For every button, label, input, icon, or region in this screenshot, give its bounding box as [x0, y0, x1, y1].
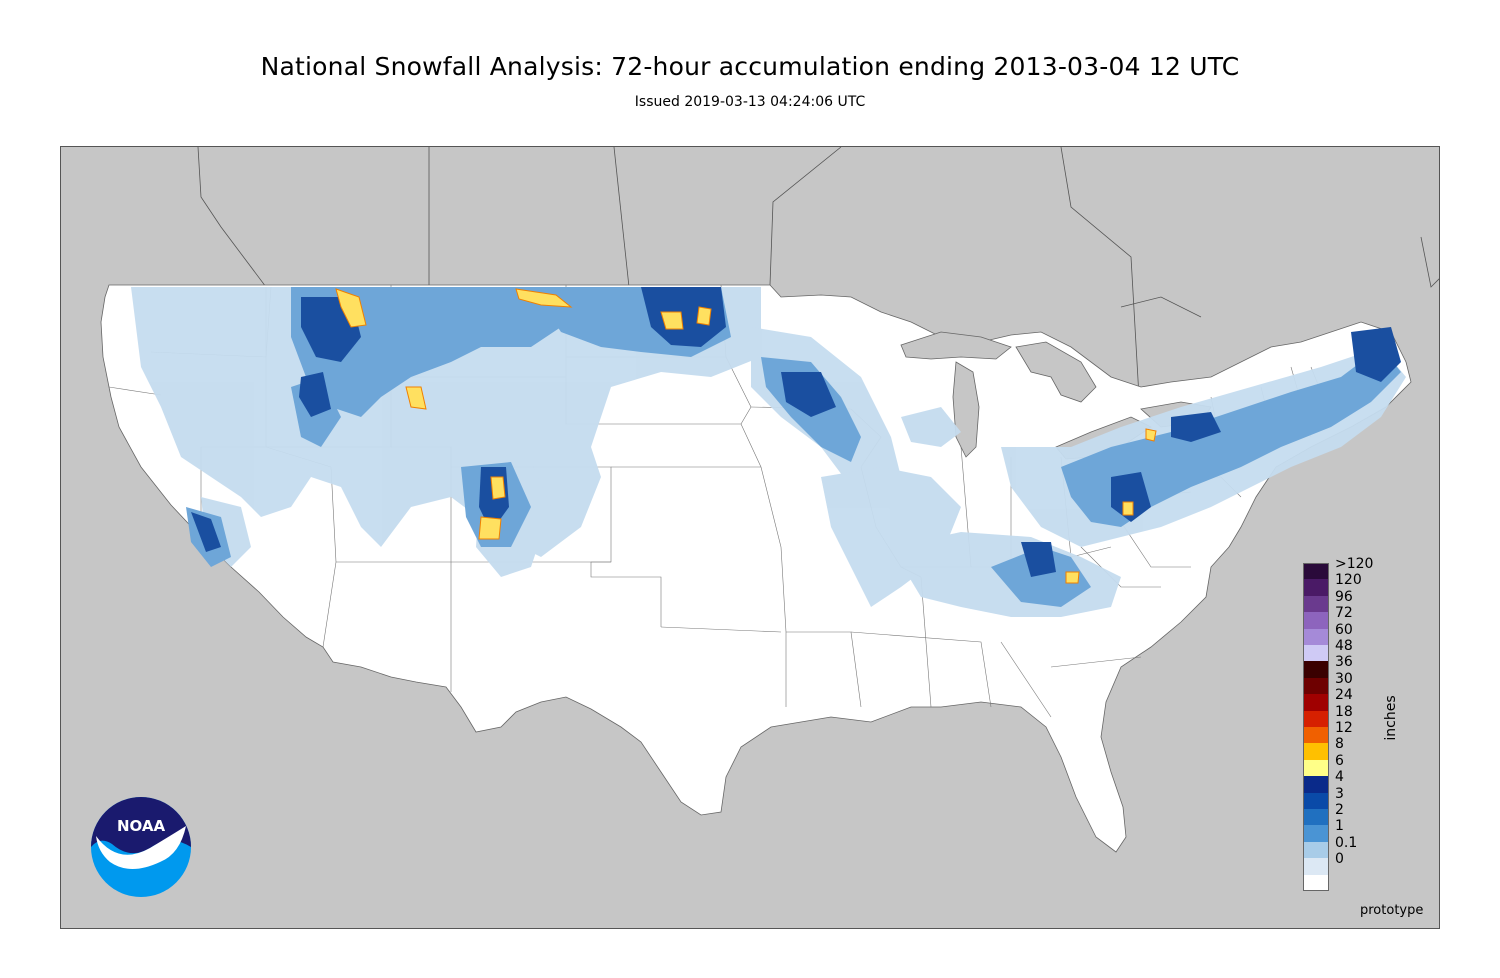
noaa-logo-icon: NOAA [91, 797, 191, 897]
legend-label: 0.1 [1335, 834, 1358, 851]
legend-label: >120 [1335, 556, 1374, 572]
legend-swatch [1303, 727, 1329, 744]
noaa-logo-text: NOAA [117, 817, 166, 835]
legend-label: 2 [1335, 802, 1344, 818]
legend-label: 3 [1335, 785, 1344, 802]
legend-swatch [1303, 792, 1329, 809]
legend-swatch [1303, 628, 1329, 645]
legend-label: 72 [1335, 605, 1353, 622]
legend-unit-label: inches [1383, 695, 1399, 741]
legend-swatch [1303, 612, 1329, 629]
legend-label: 30 [1335, 670, 1353, 687]
snow-extreme [335, 288, 1157, 584]
prototype-label: prototype [1360, 903, 1424, 918]
legend-label: 120 [1335, 572, 1362, 589]
legend-label: 36 [1335, 654, 1353, 671]
legend-label: 0 [1335, 851, 1344, 868]
legend-swatch [1303, 809, 1329, 826]
neighbor-boundaries [197, 147, 1439, 398]
legend-label: 1 [1335, 818, 1344, 835]
legend-swatch [1303, 825, 1329, 842]
legend-swatch [1303, 874, 1329, 891]
legend-label: 24 [1335, 687, 1353, 704]
issued-timestamp: Issued 2019-03-13 04:24:06 UTC [634, 94, 866, 110]
legend-swatch [1303, 743, 1329, 760]
legend-swatch [1303, 677, 1329, 695]
map-canvas [100, 147, 1439, 853]
legend-swatch [1303, 694, 1329, 711]
legend-swatch [1303, 595, 1329, 613]
legend-swatch [1303, 661, 1329, 678]
page-title: National Snowfall Analysis: 72-hour accu… [260, 52, 1240, 81]
legend-label: 60 [1335, 621, 1353, 638]
legend-label: 6 [1335, 752, 1344, 769]
legend-swatch [1303, 858, 1329, 875]
legend-label: 4 [1335, 769, 1344, 786]
snowfall-map[interactable] [60, 146, 1440, 929]
legend-label: 48 [1335, 638, 1353, 654]
legend-label: 96 [1335, 588, 1353, 605]
legend-label: 8 [1335, 736, 1344, 753]
legend-swatch [1303, 841, 1329, 859]
legend-label: 12 [1335, 720, 1353, 736]
legend-swatch [1303, 563, 1329, 580]
legend-swatch [1303, 759, 1329, 777]
legend-swatch [1303, 710, 1329, 727]
legend-label: 18 [1335, 703, 1353, 720]
legend-swatch [1303, 579, 1329, 596]
legend-swatch [1303, 645, 1329, 662]
legend-swatch [1303, 776, 1329, 793]
